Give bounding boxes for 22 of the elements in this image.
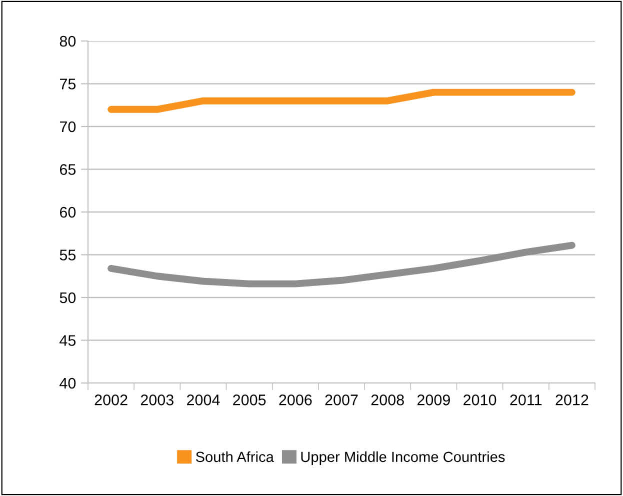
x-tick-label: 2004 [187,394,220,406]
x-tick-label: 2002 [94,394,128,406]
legend-label: South Africa [196,451,274,462]
x-tick-label: 2007 [325,394,358,406]
y-tick-label: 65 [60,164,76,175]
x-tick-label: 2006 [279,394,312,406]
y-tick-label: 70 [60,121,76,132]
y-tick-label: 45 [60,335,76,346]
x-tick-label: 2012 [556,394,588,406]
x-tick-label: 2009 [417,394,450,406]
y-tick-label: 80 [60,36,76,47]
legend-label: Upper Middle Income Countries [301,451,505,465]
x-tick-label: 2010 [464,394,496,406]
x-tick-label: 2008 [371,394,404,406]
y-tick-label: 60 [60,206,76,218]
x-tick-label: 2003 [140,394,174,406]
y-tick-label: 50 [60,292,76,304]
y-tick-label: 75 [60,78,76,90]
x-tick-label: 2005 [233,394,266,406]
y-tick-label: 55 [60,250,76,260]
y-tick-label: 40 [60,378,76,389]
x-tick-label: 2011 [510,394,542,406]
